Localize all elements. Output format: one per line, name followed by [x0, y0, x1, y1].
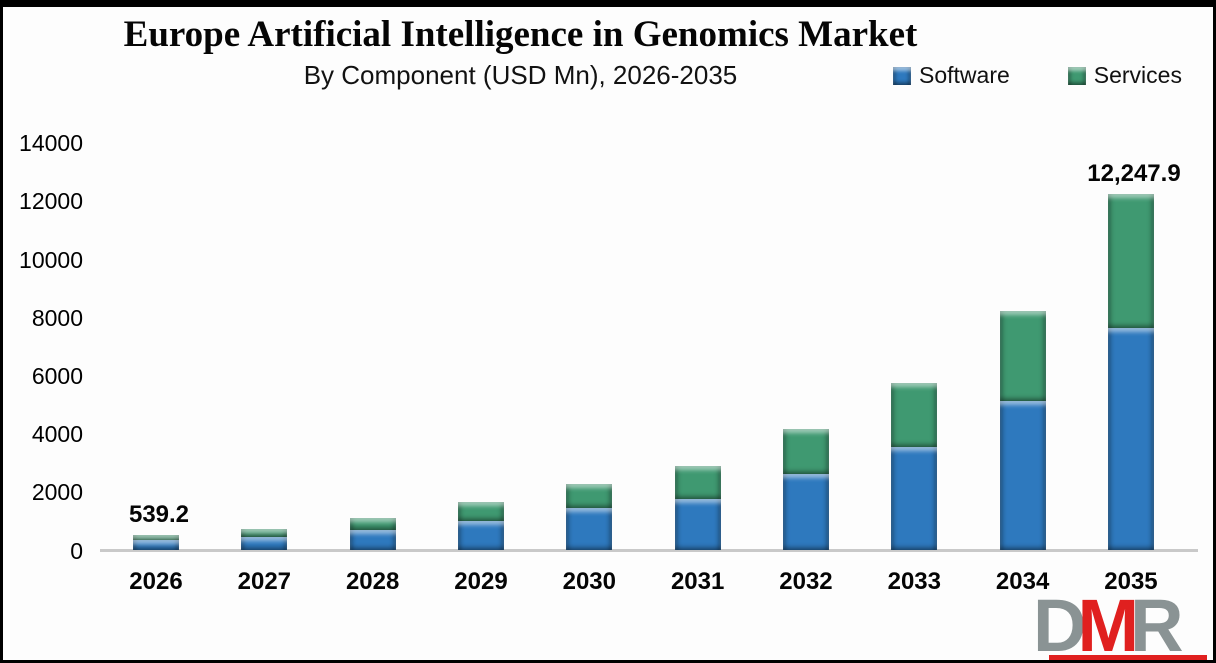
y-tick-8000: 8000: [31, 304, 83, 331]
title-wrap: Europe Artificial Intelligence in Genomi…: [3, 13, 1038, 56]
bar-2035: [1107, 194, 1154, 551]
x-label-2032: 2032: [779, 568, 833, 595]
logo-letter-d: D: [1033, 584, 1087, 663]
legend-label-services: Services: [1093, 62, 1182, 88]
legend-label-software: Software: [919, 62, 1010, 88]
x-axis-line: [100, 549, 1198, 552]
y-tick-10000: 10000: [19, 246, 83, 273]
bar-segment-software-2026: [133, 540, 179, 551]
bar-segment-software-2028: [349, 530, 396, 551]
y-tick-14000: 14000: [19, 130, 83, 157]
y-tick-6000: 6000: [31, 362, 83, 389]
bar-segment-services-2027: [241, 528, 288, 537]
chart-subtitle: By Component (USD Mn), 2026-2035: [303, 60, 738, 90]
bar-segment-software-2027: [241, 536, 288, 551]
legend-item-software: Software: [893, 62, 1010, 89]
y-tick-12000: 12000: [19, 188, 83, 215]
bar-segment-software-2034: [999, 401, 1046, 551]
bar-2030: [566, 483, 613, 551]
bar-2034: [999, 310, 1046, 551]
bar-segment-services-2029: [457, 502, 504, 522]
x-label-2035: 2035: [1104, 568, 1158, 595]
x-label-2034: 2034: [995, 568, 1050, 595]
bar-segment-software-2029: [457, 521, 504, 551]
legend: Software Services: [893, 62, 1182, 89]
bar-segment-services-2026: [133, 534, 179, 541]
bar-2028: [349, 518, 396, 551]
bar-segment-software-2033: [891, 447, 938, 551]
x-label-2026: 2026: [129, 568, 183, 595]
bar-2033: [891, 383, 938, 551]
x-label-2027: 2027: [237, 568, 292, 595]
data-label-2026: 539.2: [128, 500, 190, 528]
bar-segment-software-2032: [782, 473, 829, 551]
bar-2026: [133, 534, 179, 551]
legend-swatch-services: [1067, 66, 1086, 85]
x-label-2031: 2031: [670, 568, 725, 595]
bar-segment-software-2035: [1107, 327, 1154, 551]
bar-2032: [782, 428, 829, 551]
bar-segment-services-2035: [1107, 194, 1154, 328]
x-label-2028: 2028: [345, 568, 400, 595]
bar-segment-software-2031: [674, 499, 721, 551]
bar-2029: [457, 502, 504, 551]
legend-item-services: Services: [1067, 62, 1182, 89]
bar-2027: [241, 528, 288, 551]
bar-2031: [674, 465, 721, 551]
dmr-logo-underline: [1049, 655, 1207, 660]
x-label-2030: 2030: [562, 568, 616, 595]
y-tick-0: 0: [70, 537, 83, 564]
logo-letter-r: R: [1130, 584, 1184, 663]
data-label-2035: 12,247.9: [1087, 160, 1181, 188]
y-tick-4000: 4000: [31, 421, 83, 448]
bar-segment-services-2030: [566, 483, 613, 509]
logo-letter-m: M: [1077, 584, 1139, 663]
legend-swatch-software: [893, 66, 911, 85]
x-label-2029: 2029: [454, 568, 508, 595]
x-label-2033: 2033: [887, 568, 941, 595]
bar-segment-services-2028: [349, 518, 396, 531]
bar-segment-services-2031: [674, 465, 721, 500]
y-tick-2000: 2000: [31, 479, 83, 506]
bar-segment-software-2030: [566, 508, 613, 551]
chart-title: Europe Artificial Intelligence in Genomi…: [123, 14, 918, 55]
bar-segment-services-2033: [891, 383, 938, 448]
bar-segment-services-2034: [999, 310, 1046, 402]
bar-segment-services-2032: [782, 428, 829, 474]
